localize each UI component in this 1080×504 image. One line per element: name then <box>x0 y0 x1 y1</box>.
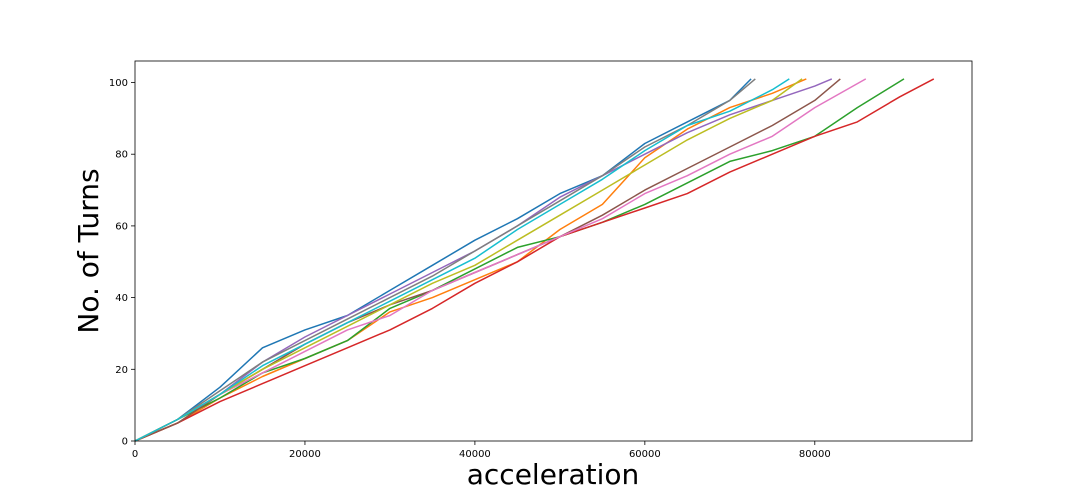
y-tick-label: 80 <box>115 150 128 161</box>
y-tick-label: 60 <box>115 221 128 232</box>
series-line-1 <box>134 78 752 442</box>
series-line-9 <box>134 78 803 442</box>
series-line-7 <box>134 78 867 442</box>
series-line-10 <box>134 78 790 442</box>
y-tick-label: 100 <box>109 78 128 89</box>
y-axis-label: No. of Turns <box>72 168 105 333</box>
x-tick-label: 0 <box>132 449 138 460</box>
y-tick-label: 0 <box>122 437 128 448</box>
plot-frame <box>134 60 973 442</box>
x-tick-label: 40000 <box>459 449 491 460</box>
y-tick-label: 20 <box>115 365 128 376</box>
y-tick-label: 40 <box>115 293 128 304</box>
x-axis: 0 20000 40000 60000 80000 <box>132 441 831 460</box>
x-tick-label: 20000 <box>289 449 321 460</box>
x-tick-label: 60000 <box>629 449 661 460</box>
x-axis-label: acceleration <box>467 458 639 491</box>
series-line-8 <box>134 78 756 442</box>
series-line-2 <box>134 78 807 442</box>
series-line-4 <box>134 78 935 442</box>
x-tick-label: 80000 <box>799 449 831 460</box>
series-layer <box>134 78 935 442</box>
y-axis: 0 20 40 60 80 100 <box>109 78 135 448</box>
